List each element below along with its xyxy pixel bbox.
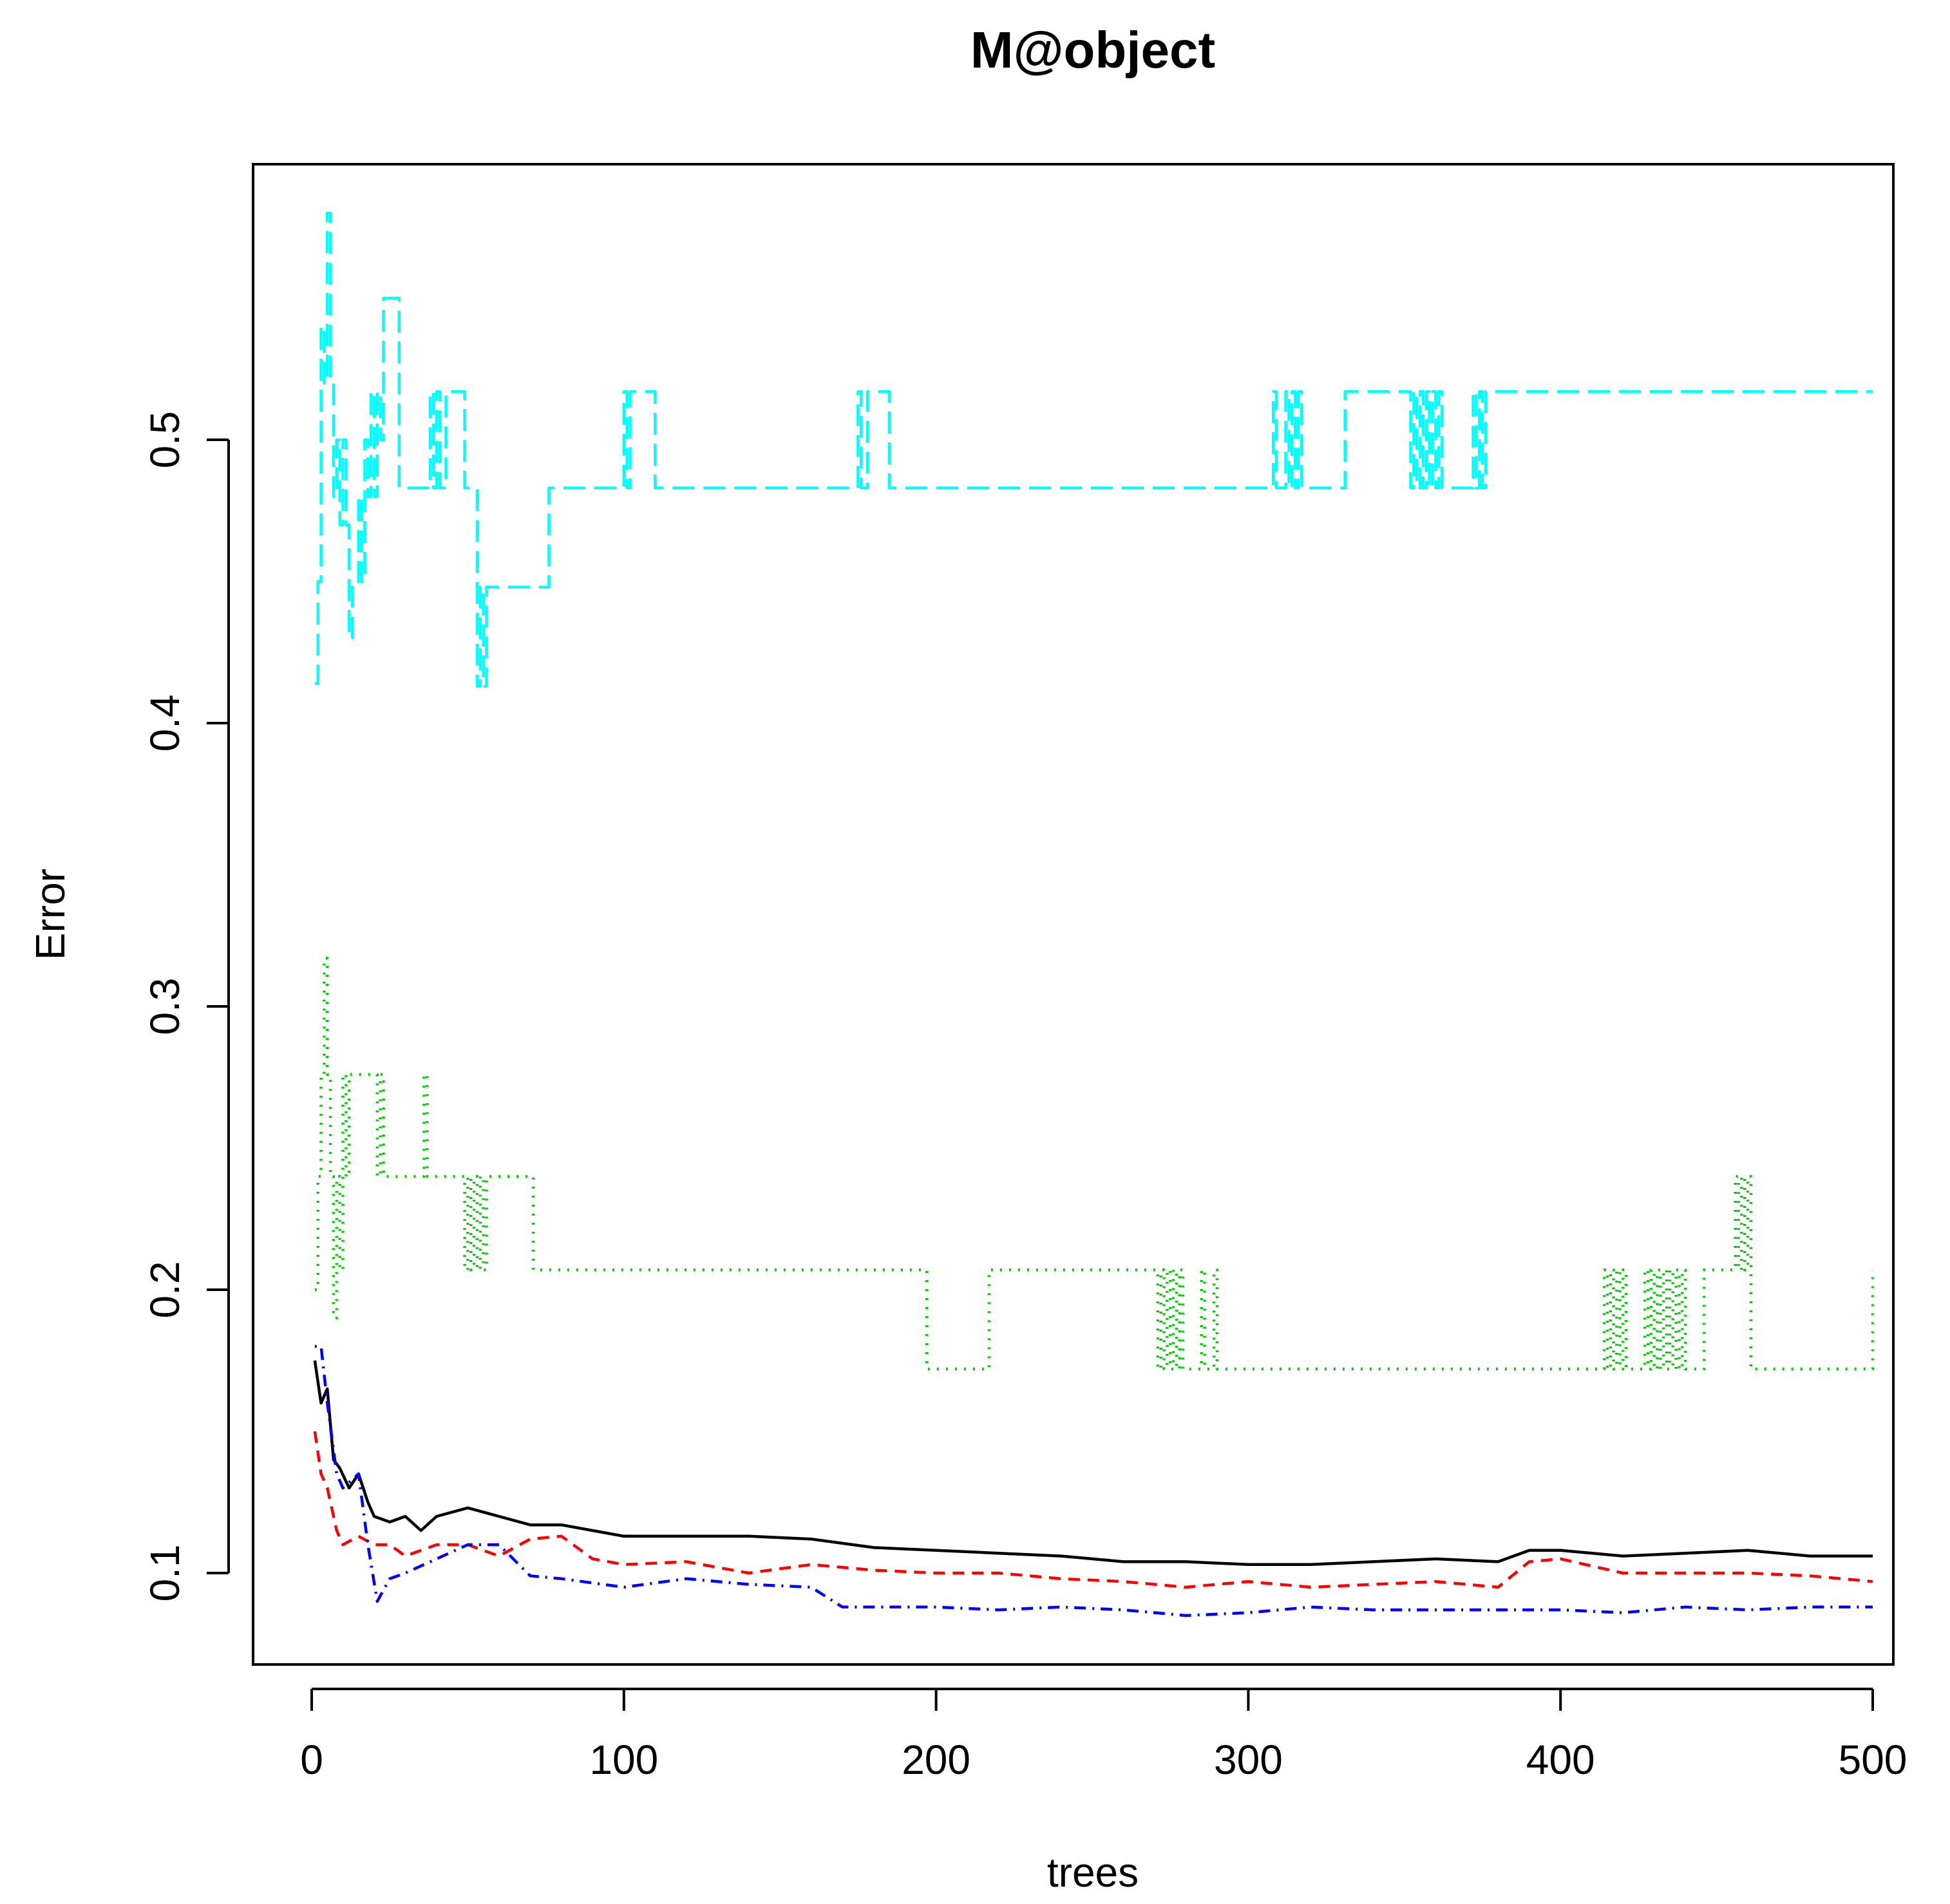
series-line-1 xyxy=(313,1360,1873,1567)
series-layer xyxy=(313,211,1875,1617)
x-tick-label: 500 xyxy=(1839,1737,1907,1783)
y-tick-label: 0.5 xyxy=(142,411,188,469)
x-tick-label: 0 xyxy=(300,1737,323,1783)
y-axis: 0.1 0.2 0.3 0.4 0.5 xyxy=(142,411,230,1602)
x-tick-label: 300 xyxy=(1214,1737,1283,1783)
series-line-5 xyxy=(314,211,1873,688)
x-axis-label: trees xyxy=(1047,1849,1139,1896)
x-tick-label: 400 xyxy=(1526,1737,1595,1783)
chart-title: M@object xyxy=(970,21,1215,79)
y-axis-label: Error xyxy=(27,869,73,960)
y-tick-label: 0.1 xyxy=(142,1545,188,1602)
x-tick-label: 100 xyxy=(589,1737,658,1783)
series-line-2 xyxy=(313,1431,1873,1589)
series-line-4 xyxy=(314,956,1875,1371)
x-tick-label: 200 xyxy=(902,1737,970,1783)
plot-frame xyxy=(252,163,1895,1666)
y-tick-label: 0.4 xyxy=(142,695,188,752)
x-axis: 0 100 200 300 400 500 xyxy=(300,1688,1907,1783)
series-line-3 xyxy=(314,1344,1873,1617)
y-tick-label: 0.2 xyxy=(142,1261,188,1319)
y-tick-label: 0.3 xyxy=(142,978,188,1035)
